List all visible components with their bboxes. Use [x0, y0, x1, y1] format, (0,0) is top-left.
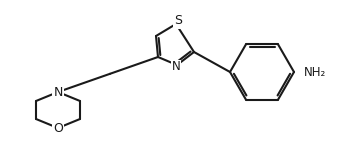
Text: O: O: [53, 122, 63, 134]
Text: NH₂: NH₂: [304, 65, 326, 79]
Text: N: N: [172, 60, 180, 74]
Text: S: S: [174, 15, 182, 28]
Text: N: N: [53, 86, 63, 98]
